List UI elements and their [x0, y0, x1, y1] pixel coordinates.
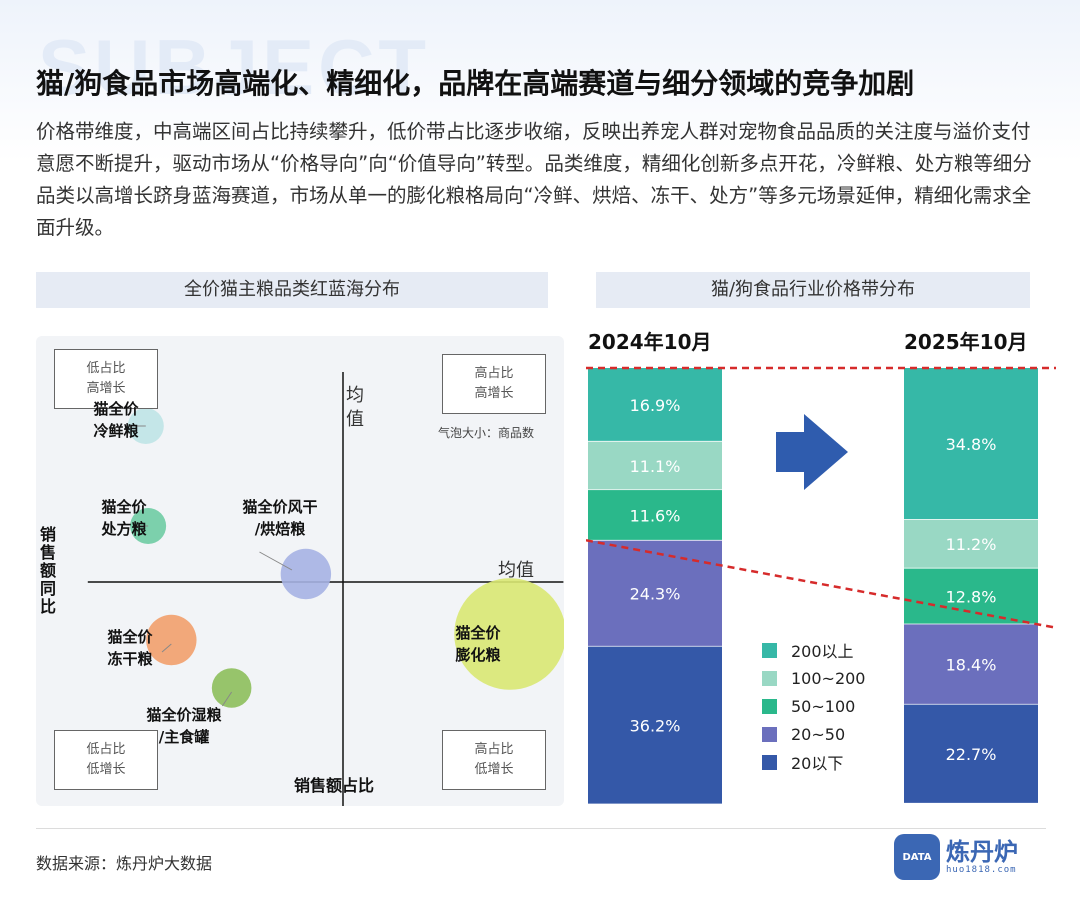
- legend-swatch: [762, 670, 777, 686]
- bar-value-label: 24.3%: [630, 585, 681, 604]
- quadrant-label-top-left: 低占比 高增长: [54, 349, 158, 409]
- bubble-point: [280, 548, 332, 600]
- bubble-label-line: 猫全价风干: [242, 498, 318, 516]
- quadrant-label-line: 高增长: [474, 386, 514, 401]
- legend-label: 20以下: [791, 754, 844, 773]
- bar-value-label: 12.8%: [946, 587, 997, 606]
- bar-value-label: 36.2%: [630, 717, 681, 736]
- bar-value-label: 18.4%: [946, 655, 997, 674]
- trend-dashed-line: [586, 539, 1056, 629]
- bubble-label-line: 处方粮: [101, 520, 147, 538]
- bar-value-label: 34.8%: [946, 435, 997, 454]
- bar-value-label: 11.1%: [630, 457, 681, 476]
- background-watermark: SUBJECT: [38, 23, 431, 111]
- page-title: 猫/狗食品市场高端化、精细化，品牌在高端赛道与细分领域的竞争加剧: [36, 67, 915, 100]
- bar-segment: [588, 646, 722, 805]
- bubble-leader-line: [221, 691, 233, 707]
- scatter-panel-title: 全价猫主粮品类红蓝海分布: [36, 272, 548, 308]
- bar-category-label-2025: 2025年10月: [904, 330, 1028, 354]
- bar-segment: [588, 490, 722, 541]
- quadrant-label-top-right: 高占比 高增长: [442, 354, 546, 414]
- quadrant-label-line: 高增长: [86, 381, 126, 396]
- arrow-right-icon: [776, 414, 848, 490]
- bubble-leader-line: [259, 551, 293, 571]
- bubble-label-line: 猫全价: [93, 400, 139, 418]
- bar-value-label: 11.2%: [946, 535, 997, 554]
- legend-label: 50~100: [791, 696, 856, 716]
- bubble-label-line: /烘焙粮: [254, 520, 306, 538]
- bar-segment: [588, 441, 722, 491]
- bubble-point: [211, 668, 252, 708]
- quadrant-label-line: 高占比: [474, 366, 514, 381]
- legend-item: 200以上: [762, 636, 865, 664]
- bubble-label-prescription: 猫全价 处方粮: [64, 496, 184, 540]
- legend-swatch: [762, 726, 777, 742]
- legend-item: 50~100: [762, 692, 865, 720]
- bar-category-label-2024: 2024年10月: [588, 330, 712, 354]
- legend-label: 20~50: [791, 724, 846, 744]
- bubble-label-freeze-dried: 猫全价 冻干粮: [70, 626, 190, 670]
- bar-legend: 200以上 100~200 50~100 20~50 20以下: [762, 636, 865, 776]
- bubble-label-line: 猫全价: [455, 624, 501, 642]
- legend-item: 20以下: [762, 748, 865, 776]
- brand-logo: DATA 炼丹炉 huo1818.com: [894, 834, 1018, 880]
- quadrant-label-line: 高占比: [474, 742, 514, 757]
- bubble-leader-line: [161, 643, 172, 653]
- bar-value-label: 22.7%: [946, 745, 997, 764]
- bar-segment: [904, 519, 1038, 569]
- stacked-bar-chart: 16.9% 11.1% 11.6% 24.3% 36.2% 34.8% 11.2% 12.8%…: [586, 366, 1056, 806]
- x-axis-label: 销售额占比: [294, 776, 375, 795]
- quadrant-label-line: 低占比: [86, 742, 126, 757]
- bubble-label-line: 猫全价: [101, 498, 147, 516]
- bar-segment: [904, 568, 1038, 625]
- footer-divider: [36, 828, 1046, 829]
- data-source: 数据来源：炼丹炉大数据: [36, 854, 213, 873]
- bubble-label-wet-food: 猫全价湿粮 /主食罐: [124, 704, 244, 748]
- bubble-label-line: 膨化粮: [455, 646, 501, 664]
- logo-name: 炼丹炉: [946, 838, 1018, 866]
- quadrant-label-bottom-left: 低占比 低增长: [54, 730, 158, 790]
- legend-swatch: [762, 698, 777, 714]
- bar-segment: [904, 624, 1038, 705]
- legend-label: 200以上: [791, 642, 854, 661]
- bubble-point: [146, 614, 197, 666]
- bubble-label-line: /主食罐: [158, 728, 210, 746]
- bubble-label-extruded: 猫全价 膨化粮: [418, 622, 538, 666]
- bubble-size-note: 气泡大小：商品数: [438, 426, 535, 440]
- bubble-label-line: 冻干粮: [107, 650, 153, 668]
- quadrant-label-line: 低增长: [474, 762, 514, 777]
- bar-panel-title: 猫/狗食品行业价格带分布: [596, 272, 1030, 308]
- bar-value-label: 11.6%: [630, 506, 681, 525]
- bubble-point: [454, 578, 564, 690]
- legend-swatch: [762, 642, 777, 658]
- legend-label: 100~200: [791, 668, 866, 688]
- legend-item: 100~200: [762, 664, 865, 692]
- bar-segment: [588, 368, 722, 442]
- scatter-chart: [87, 372, 564, 806]
- bar-segment: [904, 704, 1038, 804]
- y-mean-label: 均值: [346, 385, 364, 430]
- quadrant-label-bottom-right: 高占比 低增长: [442, 730, 546, 790]
- bubble-label-line: 猫全价: [107, 628, 153, 646]
- bar-segment: [588, 540, 722, 647]
- quadrant-label-line: 低增长: [86, 762, 126, 777]
- y-axis-label: 销售额同比: [40, 525, 57, 616]
- bar-value-label: 16.9%: [630, 396, 681, 415]
- bubble-label-air-dried: 猫全价风干 /烘焙粮: [220, 496, 340, 540]
- bubble-label-cold-fresh: 猫全价 冷鲜粮: [56, 398, 176, 442]
- logo-url: huo1818.com: [946, 865, 1017, 875]
- bar-segment: [904, 368, 1038, 520]
- quadrant-label-line: 低占比: [86, 361, 126, 376]
- x-mean-label: 均值: [498, 560, 534, 581]
- logo-mark-icon: DATA: [894, 834, 940, 880]
- legend-swatch: [762, 754, 777, 770]
- bubble-label-line: 猫全价湿粮: [146, 706, 222, 724]
- legend-item: 20~50: [762, 720, 865, 748]
- intro-paragraph: 价格带维度，中高端区间占比持续攀升，低价带占比逐步收缩，反映出养宠人群对宠物食品…: [36, 120, 1032, 239]
- bubble-label-line: 冷鲜粮: [93, 422, 139, 440]
